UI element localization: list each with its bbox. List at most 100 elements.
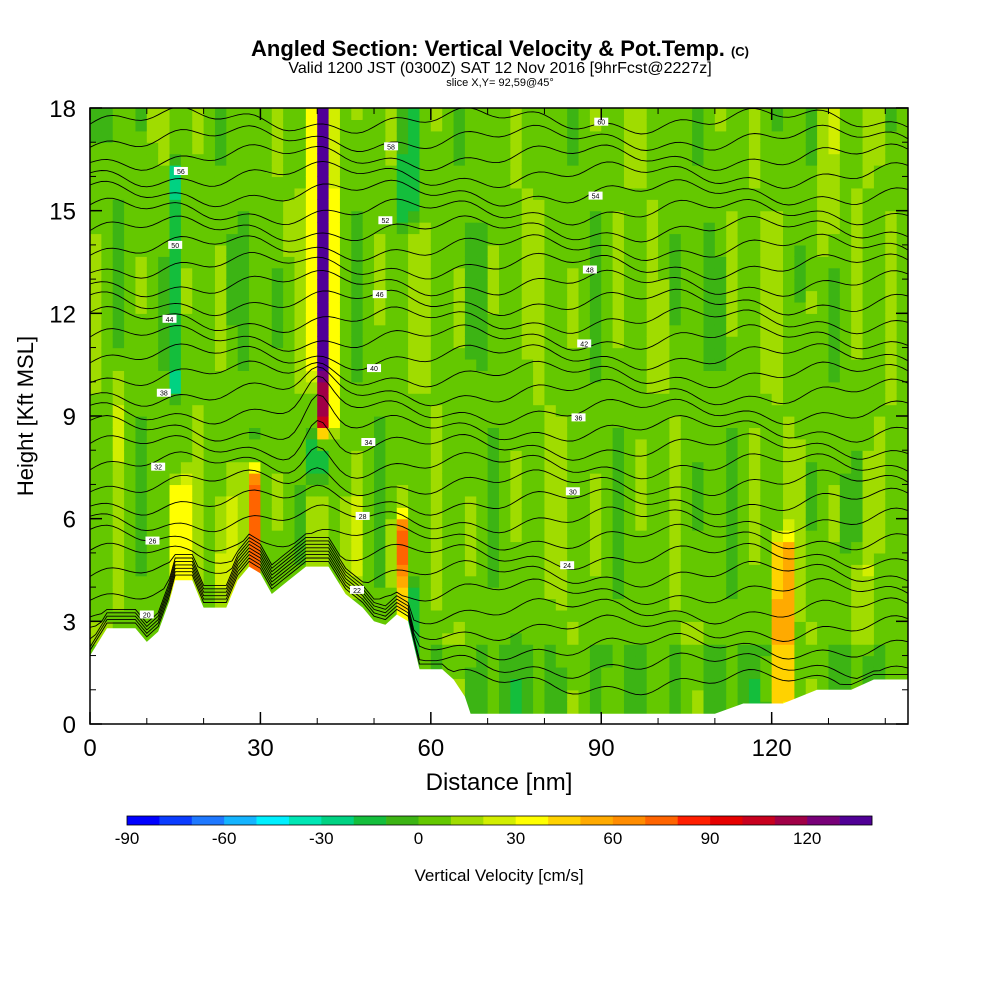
field-cell: [760, 233, 773, 246]
field-cell: [544, 165, 557, 178]
field-cell: [112, 495, 125, 508]
field-cell: [453, 130, 466, 143]
theta-contour-line: [90, 252, 908, 280]
field-cell: [192, 267, 205, 280]
field-cell: [283, 279, 296, 292]
field-cell: [487, 347, 500, 360]
field-cell: [385, 290, 398, 303]
field-cell: [635, 552, 648, 565]
field-cell: [419, 427, 432, 440]
field-cell: [760, 336, 773, 349]
field-cell: [385, 541, 398, 554]
theta-label-text: 48: [586, 268, 594, 275]
field-cell: [90, 267, 102, 280]
field-cell: [737, 530, 750, 543]
field-cell: [692, 666, 705, 679]
field-cell: [873, 530, 886, 543]
field-cell: [873, 609, 886, 622]
field-cell: [305, 301, 318, 314]
field-cell: [214, 313, 227, 326]
field-cell: [658, 541, 671, 554]
field-cell: [101, 370, 114, 383]
field-cell: [294, 358, 307, 371]
field-cell: [499, 587, 511, 600]
field-cell: [885, 313, 898, 326]
field-cell: [112, 438, 125, 451]
field-cell: [680, 324, 693, 337]
field-cell: [351, 416, 364, 429]
x-axis-label: Distance [nm]: [426, 769, 573, 796]
field-cell: [533, 564, 546, 577]
field-cell: [555, 666, 568, 679]
field-cell: [555, 324, 568, 337]
field-cell: [839, 564, 852, 577]
field-cell: [658, 108, 671, 121]
field-cell: [214, 301, 227, 314]
field-cell: [317, 222, 330, 235]
field-cell: [180, 564, 193, 577]
field-cell: [453, 119, 466, 132]
y-tick-label: 15: [49, 199, 76, 226]
field-cell: [703, 301, 716, 314]
field-cell: [623, 609, 636, 622]
field-cell: [703, 609, 716, 622]
field-cell: [339, 347, 352, 360]
field-cell: [794, 404, 807, 417]
field-cell: [112, 347, 125, 360]
field-cell: [601, 587, 614, 600]
field-cell: [578, 450, 591, 463]
field-cell: [124, 370, 137, 383]
field-cell: [487, 450, 500, 463]
field-cell: [737, 347, 750, 360]
field-cell: [851, 142, 864, 155]
field-cell: [737, 518, 750, 531]
field-cell: [430, 381, 443, 394]
field-cell: [896, 290, 908, 303]
field-cell: [828, 153, 841, 166]
field-cell: [146, 484, 159, 497]
field-cell: [510, 210, 523, 223]
field-cell: [601, 666, 614, 679]
field-cell: [692, 130, 705, 143]
theta-label-text: 38: [160, 391, 168, 398]
field-cell: [101, 301, 114, 314]
field-cell: [317, 381, 330, 394]
field-cell: [487, 153, 500, 166]
theta-label-text: 42: [580, 341, 588, 348]
field-cell: [533, 267, 546, 280]
field-cell: [135, 495, 148, 508]
field-cell: [680, 347, 693, 360]
field-cell: [714, 119, 727, 132]
field-cell: [612, 655, 625, 668]
field-cell: [249, 461, 262, 474]
field-cell: [442, 210, 455, 223]
field-cell: [794, 290, 807, 303]
field-cell: [703, 404, 716, 417]
field-cell: [737, 108, 750, 121]
field-cell: [214, 507, 227, 520]
field-cell: [567, 290, 580, 303]
field-cell: [180, 518, 193, 531]
field-cell: [703, 473, 716, 486]
field-cell: [101, 427, 114, 440]
field-cell: [396, 222, 409, 235]
field-cell: [567, 427, 580, 440]
field-cell: [294, 404, 307, 417]
field-cell: [90, 233, 102, 246]
field-cell: [851, 290, 864, 303]
field-cell: [260, 358, 273, 371]
field-cell: [430, 370, 443, 383]
field-cell: [692, 541, 705, 554]
field-cell: [521, 187, 534, 200]
field-cell: [623, 324, 636, 337]
field-cell: [589, 541, 602, 554]
field-cell: [124, 222, 137, 235]
field-cell: [760, 256, 773, 269]
field-cell: [260, 495, 273, 508]
field-cell: [476, 564, 489, 577]
theta-label-bg: [349, 585, 364, 594]
field-cell: [476, 701, 489, 714]
field-cell: [499, 381, 511, 394]
field-cell: [510, 393, 523, 406]
field-cell: [692, 267, 705, 280]
